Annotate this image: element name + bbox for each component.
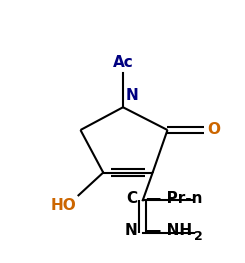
Text: N: N [126, 88, 139, 103]
Text: — Pr-n: — Pr-n [146, 191, 202, 206]
Text: HO: HO [51, 198, 76, 213]
Text: 2: 2 [194, 230, 203, 243]
Text: Ac: Ac [113, 55, 133, 70]
Text: N: N [125, 224, 138, 239]
Text: — NH: — NH [146, 224, 192, 239]
Text: C: C [127, 191, 138, 206]
Text: O: O [207, 122, 220, 136]
